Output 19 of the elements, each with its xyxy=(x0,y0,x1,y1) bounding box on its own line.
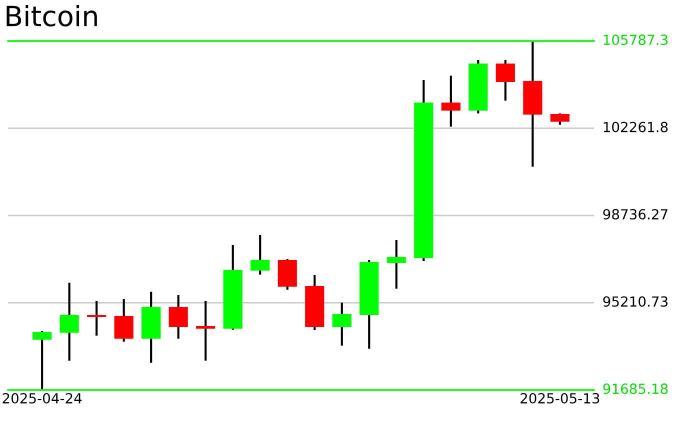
y-tick-label: 95210.73 xyxy=(603,296,668,307)
candlestick xyxy=(550,112,570,126)
x-tick-label: 2025-04-24 xyxy=(2,393,82,404)
y-tick-label: 102261.8 xyxy=(604,122,668,132)
candlestick xyxy=(87,300,106,337)
candlestick xyxy=(60,282,79,362)
candlestick xyxy=(332,302,352,347)
candlestick xyxy=(196,300,216,362)
candlestick xyxy=(441,74,460,128)
candlestick xyxy=(250,234,270,276)
y-tick-label: 91685.18 xyxy=(603,384,668,394)
y-tick-label: 105787.3 xyxy=(604,34,668,46)
chart-title: Bitcoin xyxy=(6,5,97,26)
candlestick xyxy=(114,298,134,343)
candlestick xyxy=(496,58,515,102)
y-tick-label: 98736.27 xyxy=(603,209,668,220)
x-tick-label: 2025-05-13 xyxy=(520,393,600,404)
candlestick xyxy=(386,238,406,290)
candlestick xyxy=(168,294,188,340)
